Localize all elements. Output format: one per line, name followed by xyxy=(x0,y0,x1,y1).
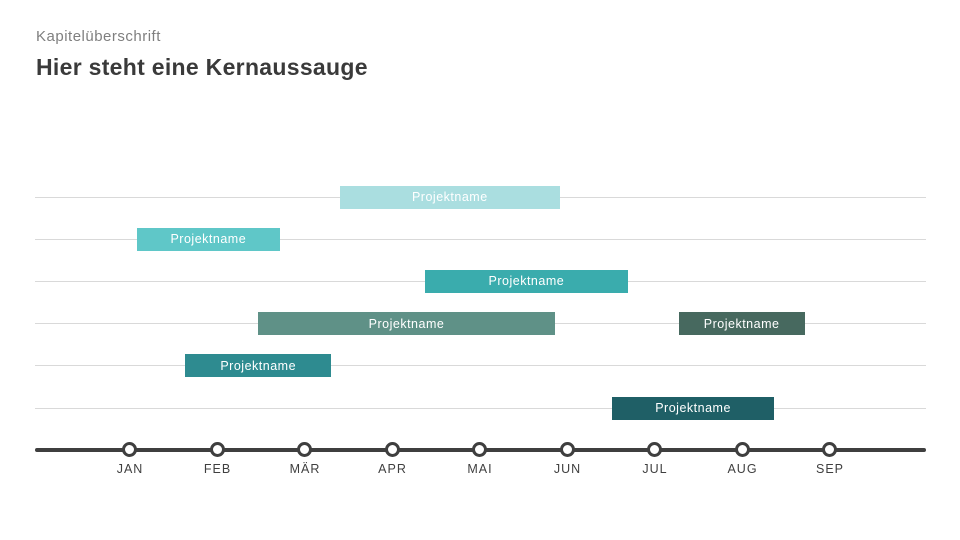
timeline-month-label: MAI xyxy=(467,462,493,476)
gantt-bar: Projektname xyxy=(424,269,628,293)
chapter-heading: Kapitelüberschrift xyxy=(36,28,161,45)
gantt-bar-label: Projektname xyxy=(488,274,565,289)
timeline-marker xyxy=(559,442,575,457)
gantt-bar-label: Projektname xyxy=(170,232,247,247)
gantt-bar: Projektname xyxy=(678,312,805,336)
gantt-bar-label: Projektname xyxy=(411,190,488,204)
timeline-marker xyxy=(734,442,750,457)
timeline-month-label: MÄR xyxy=(289,462,321,476)
timeline-marker xyxy=(122,442,137,457)
page-title: Hier steht eine Kernaussauge xyxy=(36,54,368,80)
timeline-marker xyxy=(647,442,662,457)
gridline xyxy=(35,407,926,409)
timeline-marker xyxy=(472,442,487,457)
gridline xyxy=(35,238,926,240)
timeline-month-label: AUG xyxy=(727,462,758,476)
gantt-bar-label: Projektname xyxy=(703,316,780,331)
gantt-bar: Projektname xyxy=(340,185,560,209)
gantt-bar: Projektname xyxy=(612,396,774,420)
gantt-bar-label: Projektname xyxy=(655,401,731,415)
timeline-month-label: JUN xyxy=(553,462,582,476)
gantt-bar-label: Projektname xyxy=(220,358,297,373)
timeline-month-label: FEB xyxy=(203,462,232,476)
timeline-marker xyxy=(822,442,837,457)
timeline-month-label: APR xyxy=(378,462,407,476)
timeline-marker xyxy=(384,442,400,457)
gantt-bar: Projektname xyxy=(137,227,280,251)
gantt-bar: Projektname xyxy=(185,354,332,378)
timeline-month-label: JUL xyxy=(642,462,668,476)
gantt-bar-label: Projektname xyxy=(368,316,445,331)
gridline xyxy=(35,365,926,367)
timeline-marker xyxy=(297,442,312,457)
timeline-marker xyxy=(209,442,225,457)
timeline-month-label: JAN xyxy=(116,462,144,476)
gantt-bar: Projektname xyxy=(257,312,556,336)
timeline-month-label: SEP xyxy=(815,462,844,476)
